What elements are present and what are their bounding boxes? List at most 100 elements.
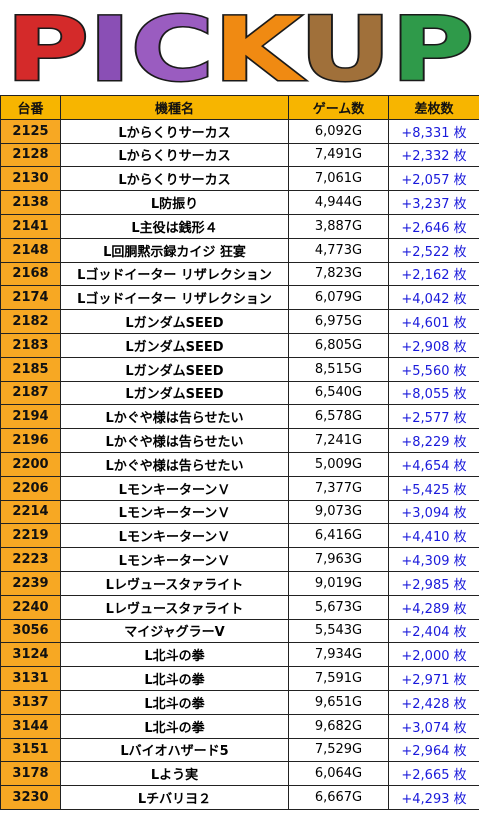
- column-header: ゲーム数: [288, 95, 389, 120]
- machine-number: 2138: [0, 190, 61, 215]
- column-header: 機種名: [60, 95, 289, 120]
- machine-name: L回胴黙示録カイジ 狂宴: [60, 237, 289, 263]
- machine-name: Lバイオハザード5: [60, 737, 289, 763]
- table-row: 3178 Lよう実 6,064G +2,665 枚: [0, 761, 479, 787]
- machine-name: Lよう実: [60, 761, 289, 787]
- coin-difference: +3,094 枚: [388, 499, 479, 525]
- game-count: 4,773G: [288, 237, 389, 263]
- coin-difference: +2,404 枚: [388, 618, 479, 644]
- table-row: 3144 L北斗の拳 9,682G +3,074 枚: [0, 713, 479, 739]
- machine-number: 2141: [0, 213, 61, 239]
- table-row: 2214 LモンキーターンＶ 9,073G +3,094 枚: [0, 499, 479, 525]
- machine-name: Lレヴュースタァライト: [60, 594, 289, 620]
- machine-number: 2168: [0, 261, 61, 287]
- coin-difference: +4,410 枚: [388, 523, 479, 549]
- machine-name: Lゴッドイーター リザレクション: [60, 261, 289, 287]
- machine-number: 2196: [0, 428, 61, 453]
- coin-difference: +2,964 枚: [388, 737, 479, 763]
- coin-difference: +3,237 枚: [388, 190, 479, 215]
- machine-number: 3178: [0, 761, 61, 787]
- machine-number: 2182: [0, 309, 61, 334]
- coin-difference: +2,971 枚: [388, 666, 479, 691]
- machine-name: LガンダムSEED: [60, 380, 289, 406]
- coin-difference: +4,309 枚: [388, 547, 479, 572]
- table-row: 2182 LガンダムSEED 6,975G +4,601 枚: [0, 309, 479, 334]
- game-count: 7,061G: [288, 166, 389, 192]
- coin-difference: +8,331 枚: [388, 118, 479, 144]
- table-row: 3131 L北斗の拳 7,591G +2,971 枚: [0, 666, 479, 691]
- coin-difference: +2,332 枚: [388, 142, 479, 168]
- machine-name: Lからくりサーカス: [60, 166, 289, 192]
- title-letter: P: [6, 0, 89, 94]
- table-row: 3230 Lチバリヨ２ 6,667G +4,293 枚: [0, 785, 479, 810]
- title-letter: P: [391, 0, 474, 94]
- table-row: 2185 LガンダムSEED 8,515G +5,560 枚: [0, 356, 479, 382]
- machine-name: Lからくりサーカス: [60, 142, 289, 168]
- game-count: 7,591G: [288, 666, 389, 691]
- machine-name: LモンキーターンＶ: [60, 499, 289, 525]
- coin-difference: +2,428 枚: [388, 689, 479, 715]
- machine-name: LガンダムSEED: [60, 332, 289, 358]
- table-row: 3056 マイジャグラーV 5,543G +2,404 枚: [0, 618, 479, 644]
- machine-number: 2194: [0, 404, 61, 430]
- game-count: 6,667G: [288, 785, 389, 810]
- table-row: 2125 Lからくりサーカス 6,092G +8,331 枚: [0, 118, 479, 144]
- coin-difference: +2,665 枚: [388, 761, 479, 787]
- game-count: 7,963G: [288, 547, 389, 572]
- machine-name: Lかぐや様は告らせたい: [60, 404, 289, 430]
- table-row: 3151 Lバイオハザード5 7,529G +2,964 枚: [0, 737, 479, 763]
- table-row: 2141 L主役は銭形４ 3,887G +2,646 枚: [0, 213, 479, 239]
- game-count: 9,651G: [288, 689, 389, 715]
- machine-name: L主役は銭形４: [60, 213, 289, 239]
- machine-name: LモンキーターンＶ: [60, 547, 289, 572]
- machine-name: Lからくりサーカス: [60, 118, 289, 144]
- game-count: 5,009G: [288, 451, 389, 477]
- machine-number: 3137: [0, 689, 61, 715]
- coin-difference: +3,074 枚: [388, 713, 479, 739]
- table-row: 2200 Lかぐや様は告らせたい 5,009G +4,654 枚: [0, 451, 479, 477]
- game-count: 6,975G: [288, 309, 389, 334]
- game-count: 7,823G: [288, 261, 389, 287]
- table-row: 2187 LガンダムSEED 6,540G +8,055 枚: [0, 380, 479, 406]
- machine-name: L北斗の拳: [60, 689, 289, 715]
- machine-number: 2148: [0, 237, 61, 263]
- coin-difference: +5,425 枚: [388, 475, 479, 501]
- coin-difference: +2,908 枚: [388, 332, 479, 358]
- game-count: 7,241G: [288, 428, 389, 453]
- coin-difference: +5,560 枚: [388, 356, 479, 382]
- coin-difference: +2,057 枚: [388, 166, 479, 192]
- coin-difference: +8,055 枚: [388, 380, 479, 406]
- title-letter: K: [214, 0, 305, 94]
- table-row: 2206 LモンキーターンＶ 7,377G +5,425 枚: [0, 475, 479, 501]
- machine-name: Lかぐや様は告らせたい: [60, 428, 289, 453]
- machine-number: 3124: [0, 642, 61, 668]
- coin-difference: +2,162 枚: [388, 261, 479, 287]
- game-count: 6,540G: [288, 380, 389, 406]
- coin-difference: +4,293 枚: [388, 785, 479, 810]
- machine-number: 2174: [0, 285, 61, 311]
- table-row: 2194 Lかぐや様は告らせたい 6,578G +2,577 枚: [0, 404, 479, 430]
- machine-name: Lゴッドイーター リザレクション: [60, 285, 289, 311]
- table-row: 3124 L北斗の拳 7,934G +2,000 枚: [0, 642, 479, 668]
- column-header: 台番: [0, 95, 61, 120]
- machine-number: 2223: [0, 547, 61, 572]
- machine-name: LガンダムSEED: [60, 309, 289, 334]
- game-count: 6,079G: [288, 285, 389, 311]
- machine-name: Lかぐや様は告らせたい: [60, 451, 289, 477]
- coin-difference: +4,042 枚: [388, 285, 479, 311]
- game-count: 8,515G: [288, 356, 389, 382]
- table-row: 2196 Lかぐや様は告らせたい 7,241G +8,229 枚: [0, 428, 479, 453]
- game-count: 9,682G: [288, 713, 389, 739]
- table-row: 2138 L防振り 4,944G +3,237 枚: [0, 190, 479, 215]
- game-count: 7,934G: [288, 642, 389, 668]
- coin-difference: +2,577 枚: [388, 404, 479, 430]
- coin-difference: +8,229 枚: [388, 428, 479, 453]
- game-count: 4,944G: [288, 190, 389, 215]
- coin-difference: +2,522 枚: [388, 237, 479, 263]
- game-count: 3,887G: [288, 213, 389, 239]
- machine-number: 3151: [0, 737, 61, 763]
- machine-number: 2185: [0, 356, 61, 382]
- coin-difference: +4,601 枚: [388, 309, 479, 334]
- game-count: 9,019G: [288, 570, 389, 596]
